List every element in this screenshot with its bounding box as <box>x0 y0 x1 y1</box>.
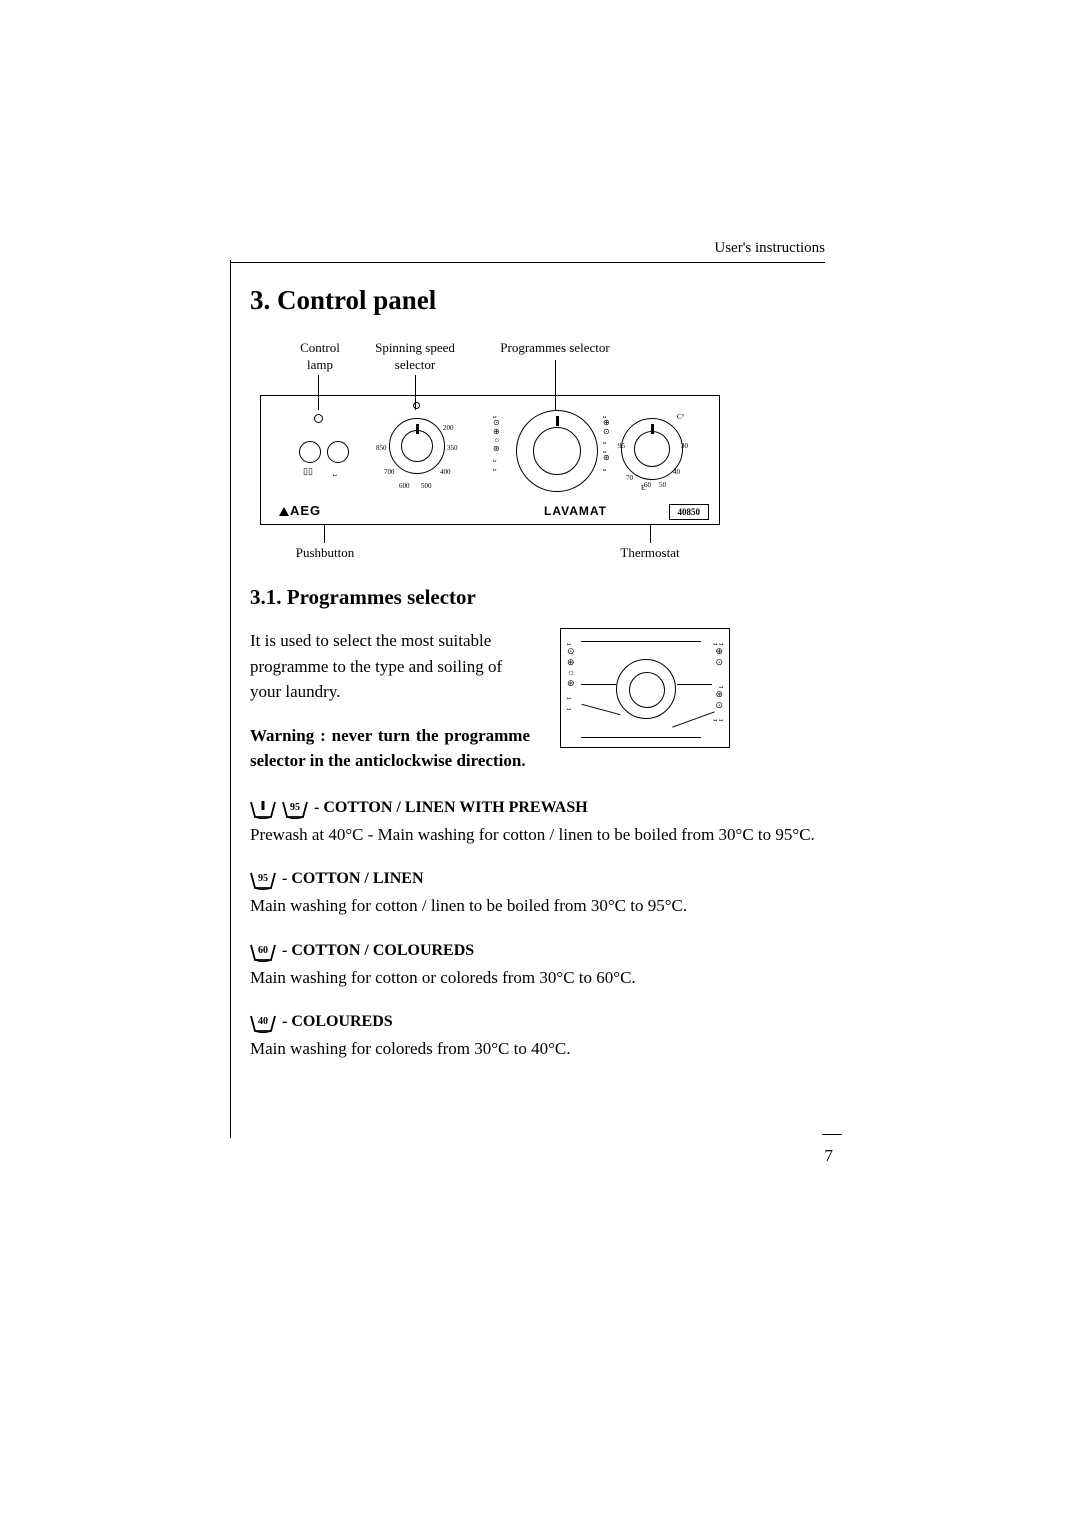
content-area: 3. Control panel Controllamp Spinning sp… <box>250 285 825 1062</box>
programme-title: - COLOUREDS <box>282 1010 393 1034</box>
control-panel-diagram: Controllamp Spinning speedselector Progr… <box>260 340 720 565</box>
intro-text: It is used to select the most suitable p… <box>250 628 530 705</box>
label-control-lamp: Controllamp <box>290 340 350 374</box>
diagram-line <box>582 704 621 715</box>
screw-icon <box>413 402 420 409</box>
section-number: 3. <box>250 285 270 315</box>
programme-selector-diagram: ⎵⊙⊕☼⊛⎵⎵ ⎵ ⎵⊕⊙⎵⊛⊙⎵ ⎵ <box>560 628 730 748</box>
diagram-icons-right: ⎵ ⎵⊕⊙⎵⊛⊙⎵ ⎵ <box>714 635 723 721</box>
programme-heading: 60 - COTTON / COLOUREDS <box>250 939 825 963</box>
dial-tick: 850 <box>376 444 387 452</box>
diagram-line <box>581 684 616 685</box>
tub-temp-label: 60 <box>258 943 268 958</box>
small-dial-icon <box>616 659 676 719</box>
intro-column: It is used to select the most suitable p… <box>250 628 530 774</box>
programme-title: - COTTON / COLOUREDS <box>282 939 474 963</box>
page-number: 7 <box>825 1146 834 1166</box>
programme-description: Main washing for cotton or coloreds from… <box>250 965 825 991</box>
label-pushbutton: Pushbutton <box>285 545 365 562</box>
diagram-line <box>677 684 712 685</box>
section-title: 3. Control panel <box>250 285 825 316</box>
programme-item: 95 - COTTON / LINEN WITH PREWASHPrewash … <box>250 796 825 848</box>
dial-tick: 30 <box>681 442 688 450</box>
label-spinning-speed: Spinning speedselector <box>365 340 465 374</box>
button-sub-icon: ⎵ <box>333 466 337 477</box>
panel-box: ▯▯ ⎵ 850 700 600 500 400 350 200 ⎵⊙⊕☼⊛⎵⎵ <box>260 395 720 525</box>
running-head: User's instructions <box>195 240 885 257</box>
programme-title: - COTTON / LINEN <box>282 867 424 891</box>
tub-icon: 95 <box>250 868 276 890</box>
dial-tick: 400 <box>440 468 451 476</box>
diagram-line <box>581 737 701 738</box>
tub-temp-label: 95 <box>290 800 300 815</box>
dial-tick: 40 <box>673 468 680 476</box>
diagram-line <box>581 641 701 642</box>
diagram-icons-left: ⎵⊙⊕☼⊛⎵⎵ <box>567 635 575 711</box>
dial-tick: 70 <box>626 474 633 482</box>
programme-description: Prewash at 40°C - Main washing for cotto… <box>250 822 825 848</box>
page-container: User's instructions 3. Control panel Con… <box>195 240 885 1128</box>
programme-dial-icon <box>516 410 598 492</box>
label-programmes-selector: Programmes selector <box>495 340 615 357</box>
programme-item: 95 - COTTON / LINENMain washing for cott… <box>250 867 825 919</box>
header-rule <box>230 262 825 263</box>
dial-tick: 500 <box>421 482 432 490</box>
pushbutton-icon <box>327 441 349 463</box>
programme-description: Main washing for cotton / linen to be bo… <box>250 893 825 919</box>
programme-description: Main washing for coloreds from 30°C to 4… <box>250 1036 825 1062</box>
programme-heading: 95 - COTTON / LINEN WITH PREWASH <box>250 796 825 820</box>
tub-temp-label: 95 <box>258 871 268 886</box>
subsection-title-text: Programmes selector <box>287 585 476 609</box>
programmes-list: 95 - COTTON / LINEN WITH PREWASHPrewash … <box>250 796 825 1062</box>
programme-item: 60 - COTTON / COLOUREDSMain washing for … <box>250 939 825 991</box>
pointer-line <box>650 525 651 543</box>
model-label: LAVAMAT <box>544 504 607 518</box>
warning-text: Warning : never turn the programme selec… <box>250 723 530 774</box>
dial-tick: 200 <box>443 424 454 432</box>
section-title-text: Control panel <box>277 285 436 315</box>
spin-dial-icon <box>389 418 445 474</box>
programme-heading: 95 - COTTON / LINEN <box>250 867 825 891</box>
dial-tick: C° <box>677 413 684 421</box>
tub-icon: 95 <box>282 797 308 819</box>
diagram-column: ⎵⊙⊕☼⊛⎵⎵ ⎵ ⎵⊕⊙⎵⊛⊙⎵ ⎵ <box>560 628 825 774</box>
tub-icon: 40 <box>250 1011 276 1033</box>
pointer-line <box>324 525 325 543</box>
tub-temp-label: 40 <box>258 1014 268 1029</box>
dial-tick: 50 <box>659 481 666 489</box>
programme-item: 40 - COLOUREDSMain washing for coloreds … <box>250 1010 825 1062</box>
dial-tick: 350 <box>447 444 458 452</box>
label-thermostat: Thermostat <box>610 545 690 562</box>
two-column-layout: It is used to select the most suitable p… <box>250 628 825 774</box>
subsection-title: 3.1. Programmes selector <box>250 585 825 610</box>
dial-tick: 60 <box>644 481 651 489</box>
left-rule <box>230 260 231 1138</box>
programme-title: - COTTON / LINEN WITH PREWASH <box>314 796 588 820</box>
prog-dial-icons-left: ⎵⊙⊕☼⊛⎵⎵ <box>493 410 500 472</box>
button-sub-icon: ▯▯ <box>303 466 313 477</box>
dial-tick: 95 <box>618 442 625 450</box>
control-lamp-icon <box>314 414 323 423</box>
model-number: 40850 <box>669 504 710 520</box>
prog-dial-icons-right: ⎵⊕⊙⎵⎵⊛⎵ <box>603 410 610 472</box>
pushbutton-icon <box>299 441 321 463</box>
programme-heading: 40 - COLOUREDS <box>250 1010 825 1034</box>
diagram-line <box>672 711 715 727</box>
brand-label: AEG <box>279 503 321 518</box>
tub-icon <box>250 797 276 819</box>
dial-tick: 700 <box>384 468 395 476</box>
dial-tick: 600 <box>399 482 410 490</box>
subsection-number: 3.1. <box>250 585 282 609</box>
tub-icon: 60 <box>250 940 276 962</box>
